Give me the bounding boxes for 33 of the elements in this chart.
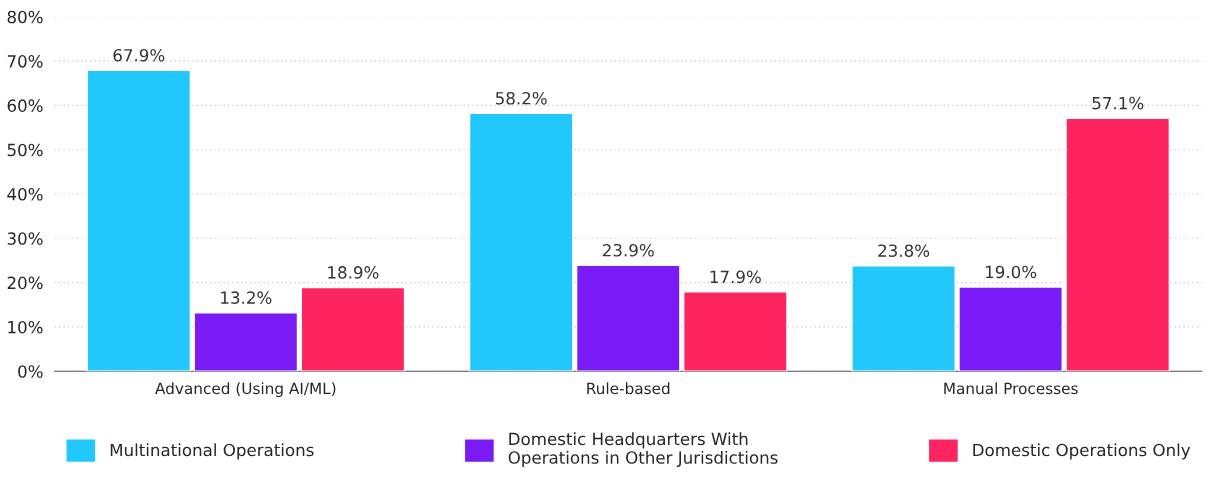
data-label: 23.8% (878, 244, 930, 257)
y-tick-label: 50% (7, 143, 43, 157)
legend-label: Multinational Operations (110, 443, 314, 460)
y-tick-label: 0% (18, 365, 43, 378)
x-tick-label: Manual Processes (944, 382, 1078, 395)
y-tick-label: 60% (7, 99, 43, 112)
legend-label: Domestic Headquarters With Operations in Other Jurisdictions (508, 432, 778, 468)
data-label: 58.2% (495, 91, 547, 105)
y-tick-label: 70% (7, 55, 43, 68)
y-tick-label: 20% (7, 276, 43, 290)
bar (575, 264, 681, 372)
bar (300, 286, 406, 372)
bar (193, 312, 299, 372)
bar (468, 112, 574, 372)
bar (86, 69, 192, 372)
y-tick-label: 80% (7, 10, 43, 24)
y-tick-label: 40% (7, 187, 43, 201)
legend-label: Domestic Operations Only (973, 443, 1191, 460)
data-label: 19.0% (986, 265, 1037, 279)
data-label: 23.9% (602, 243, 654, 257)
bar (958, 286, 1063, 372)
data-label: 67.9% (113, 48, 165, 62)
data-label: 13.2% (221, 291, 272, 304)
bar (1065, 117, 1171, 372)
y-tick-label: 30% (7, 232, 43, 245)
bar (682, 291, 788, 372)
x-tick-label: Advanced (Using AI/ML) (155, 382, 336, 398)
y-tick-label: 10% (8, 320, 43, 334)
bar (851, 265, 956, 372)
x-tick-label: Rule-based (587, 382, 670, 395)
data-label: 18.9% (328, 266, 379, 279)
data-label: 17.9% (710, 270, 761, 284)
data-label: 57.1% (1092, 96, 1144, 110)
